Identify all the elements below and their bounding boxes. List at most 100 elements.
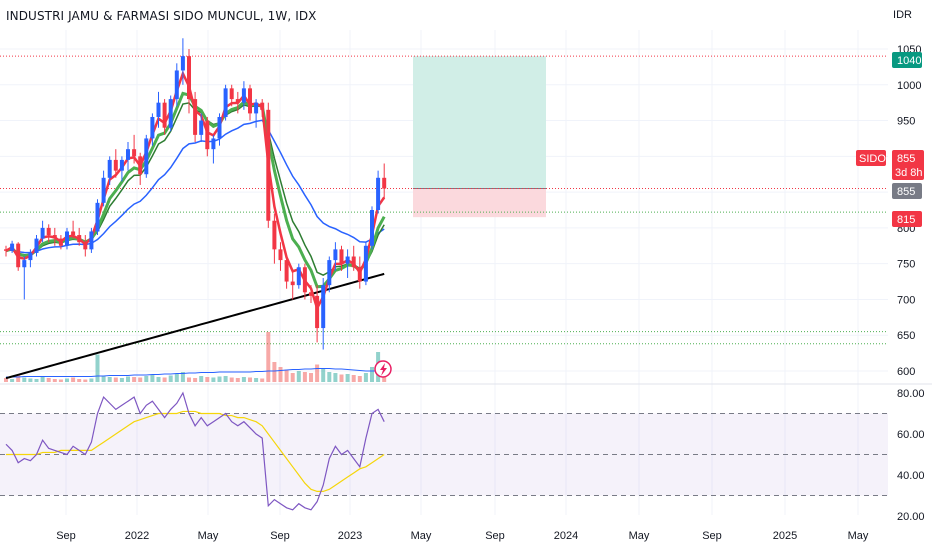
candle-body [132,149,137,157]
volume-bar [119,378,124,382]
volume-bar [126,376,130,382]
candle-body [95,202,100,232]
horizontal-levels [0,55,888,345]
volume-bar [46,378,51,382]
target-price-label: 1040 [897,55,921,67]
volume-bar [254,378,259,382]
candle-body [126,149,130,160]
candle-body [156,102,161,117]
volume-bar [278,367,283,382]
volume-bar [52,379,57,382]
volume-bar [248,377,252,382]
rsi-tick-label: 20.00 [897,511,925,523]
candle-body [193,99,198,135]
candle-body [357,267,362,282]
volume-bar [40,377,45,382]
candle-body [205,120,210,150]
target-zone [413,56,546,189]
volume-bar [370,367,374,382]
volume-bar [241,377,246,382]
candle-body [370,210,374,246]
volume-bar [333,373,338,382]
volume-bar [357,376,362,382]
candle-body [168,99,173,128]
volume-bar [363,373,368,382]
volume-bar [217,376,222,382]
time-tick-label: 2023 [338,530,362,542]
volume-bar [223,376,228,382]
last-price-badge [892,150,924,180]
volume-bar [58,379,63,382]
volume-bar [138,377,143,382]
price-tick-label: 600 [897,366,915,378]
volume-bar [168,375,173,382]
volume-bar [180,372,185,382]
volume-bar [132,377,137,382]
candle-body [113,159,118,171]
entry-price-badge [892,183,922,199]
candle-body [77,235,82,243]
candle-body [248,88,252,114]
candle-body [34,238,39,253]
volume-bar [235,378,240,382]
candle-body [28,252,33,261]
candle-body [144,138,149,175]
candle-body [254,102,259,114]
candle-body [101,177,106,203]
candle-body [10,243,15,251]
candle-body [46,227,51,236]
volume-bar [284,369,289,382]
price-tick-label: 950 [897,116,915,128]
candle-body [187,56,191,100]
candle-body [266,109,271,221]
volume-bar [101,376,106,382]
time-tick-label: May [629,530,650,542]
time-tick-label: Sep [270,530,290,542]
last-price-label: 855 [897,153,915,165]
price-tick-label: 650 [897,330,915,342]
volume-bar [162,377,167,382]
price-axis: 6006507007508008509009501000105020.0040.… [897,44,925,523]
volume-bar [89,378,94,382]
volume-bar [351,375,356,382]
candle-body [309,292,313,296]
time-tick-label: 2022 [125,530,149,542]
sma-200-line [5,272,385,380]
volume-ma-line [6,368,385,378]
volume-bar [309,373,313,382]
time-tick-label: Sep [485,530,505,542]
time-tick-label: May [411,530,432,542]
candle-body [229,88,234,100]
symbol-label: SIDO [859,153,886,165]
candle-body [58,238,63,246]
candle-body [327,260,332,286]
lightning-icon[interactable] [374,360,392,378]
candle-body [83,242,88,250]
volume-bar [65,378,69,382]
volume-bar [10,379,15,382]
volume-bar [34,379,39,382]
candle-body [119,159,124,171]
candle-body [16,243,21,268]
candle-body [235,99,240,103]
volume-bar [321,368,326,382]
volume-bar [327,372,332,382]
volume-bar [28,378,33,382]
candle-body [241,88,246,103]
volume-bar [302,372,307,382]
chart-title: INDUSTRI JAMU & FARMASI SIDO MUNCUL, 1W,… [6,9,317,23]
position-zones [413,56,546,218]
time-tick-label: 2025 [773,530,797,542]
volume-bar [22,377,27,382]
price-badges: 1040 SIDO 855 3d 8h 855 815 [856,52,924,227]
rsi-line [5,391,385,511]
candle-body [65,231,69,246]
candle-body [321,285,326,329]
rsi-pane [0,391,888,511]
candle-body [52,235,57,239]
candle-body [272,220,277,250]
candle-body [211,138,216,150]
candle-body [376,177,381,210]
volume-bar [266,332,271,382]
